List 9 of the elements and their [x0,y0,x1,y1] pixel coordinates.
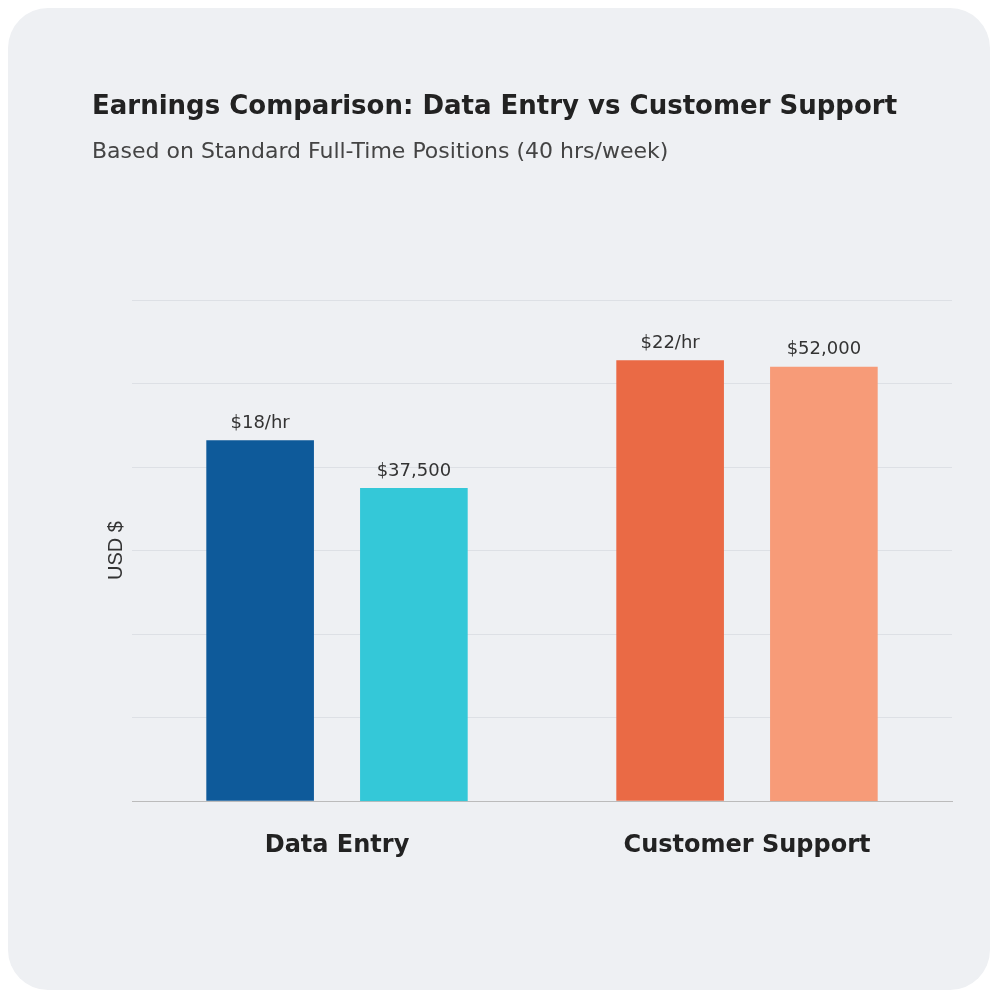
data-label: $22/hr [640,330,701,352]
data-label: $18/hr [230,411,291,433]
chart-title: Earnings Comparison: Data Entry vs Customer Support [92,90,898,120]
y-axis-title: USD $ [103,521,126,581]
chart-subtitle: Based on Standard Full-Time Positions (40 hrs/week) [92,138,669,163]
x-tick-label: Customer Support [623,829,871,858]
data-label: $37,500 [376,458,452,480]
x-tick-label: Data Entry [264,829,410,858]
data-label: $52,000 [786,337,862,359]
